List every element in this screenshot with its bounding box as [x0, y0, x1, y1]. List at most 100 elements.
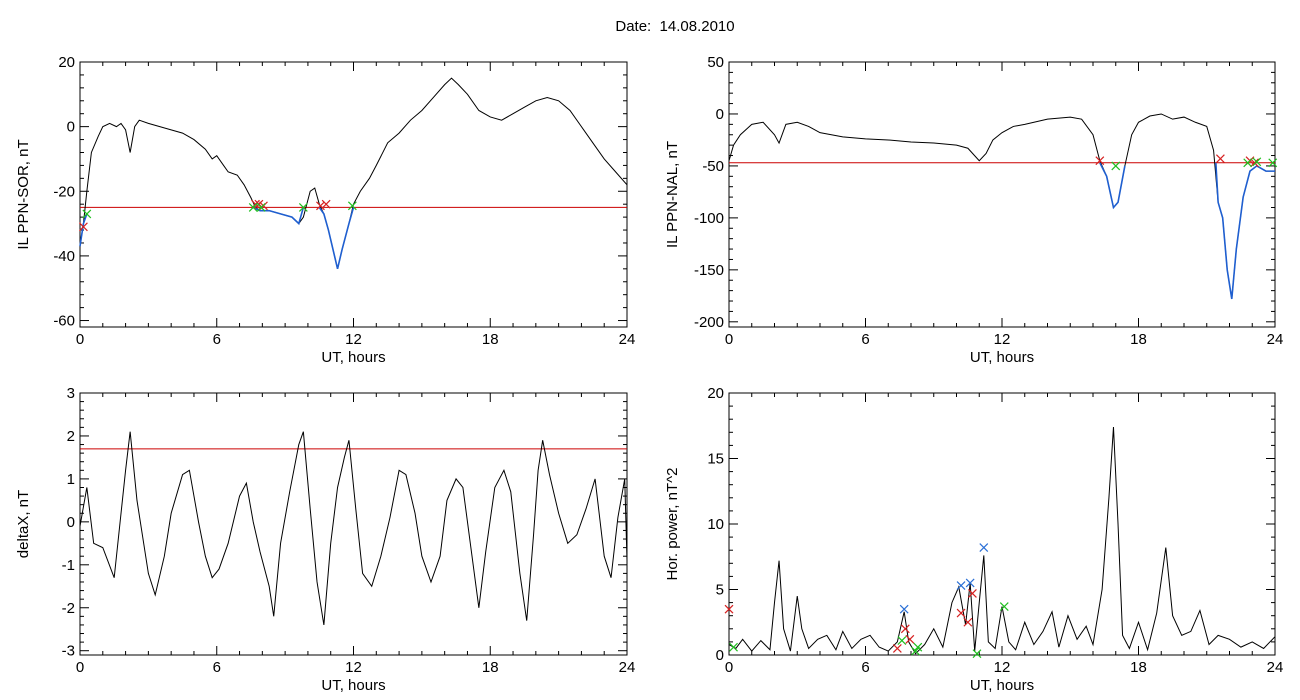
y-axis-label: Hor. power, nT^2	[664, 468, 681, 581]
x-tick-label: 0	[76, 659, 84, 676]
x-tick-label: 12	[345, 659, 362, 676]
marker-blue-stroke	[965, 578, 975, 588]
data-series-line	[728, 427, 1276, 655]
marker-green	[911, 646, 920, 656]
excursion-segment	[79, 213, 88, 247]
marker-red-stroke	[1250, 158, 1259, 168]
x-tick-label: 12	[994, 659, 1011, 676]
marker-green	[1111, 161, 1121, 171]
marker-red	[316, 201, 325, 211]
y-tick-label: -150	[694, 262, 724, 279]
marker-blue	[956, 581, 966, 590]
marker-green	[347, 201, 357, 211]
marker-blue	[965, 578, 975, 588]
marker-red	[1215, 154, 1225, 164]
marker-green-stroke	[911, 646, 920, 656]
marker-red-stroke	[963, 617, 973, 627]
panel-nal: 0 6 12 18 24 50 0 -50 -100 -150 -200 UT, hours IL PP…	[664, 54, 1283, 366]
y-tick-label: 3	[67, 385, 75, 402]
marker-red	[1250, 158, 1259, 168]
page-title: Date: 14.08.2010	[615, 18, 735, 35]
panel-power: 0 6 12 18 24 20 15 10 5 0 UT, hours Hor. power, nT^…	[664, 385, 1283, 694]
y-tick-label: 1	[67, 471, 75, 488]
marker-red	[78, 222, 88, 232]
excursion-segment	[1215, 162, 1275, 300]
panel-deltax: 0 6 12 18 24 3 2 1 0 -1 -2 -3 UT, hours deltaX, nT	[15, 385, 635, 694]
marker-red	[905, 634, 915, 644]
marker-red-stroke	[956, 608, 966, 618]
x-tick-label: 0	[725, 659, 733, 676]
x-tick-label: 24	[1267, 659, 1284, 676]
y-tick-label: 5	[716, 582, 724, 599]
marker-red-stroke	[968, 589, 977, 598]
x-tick-label: 24	[619, 659, 636, 676]
marker-red	[963, 617, 973, 627]
marker-blue	[899, 604, 909, 614]
y-tick-label: -1	[62, 557, 75, 574]
marker-red-stroke	[724, 604, 734, 614]
data-series-line	[728, 113, 1275, 300]
marker-blue	[979, 543, 989, 553]
excursion-segment	[252, 206, 305, 226]
marker-red-stroke	[1095, 156, 1105, 166]
y-tick-label: 15	[707, 451, 724, 468]
y-tick-label: 0	[716, 106, 724, 123]
y-tick-label: 10	[707, 516, 724, 533]
y-tick-label: -3	[62, 643, 75, 660]
marker-green-stroke	[999, 602, 1009, 611]
marker-green	[1243, 158, 1253, 168]
marker-green	[1268, 158, 1278, 168]
y-tick-label: -60	[53, 313, 75, 330]
plot-frame	[79, 392, 628, 656]
x-axis-label: UT, hours	[321, 677, 385, 694]
marker-green-stroke	[248, 203, 258, 212]
excursion-segment	[318, 206, 355, 270]
y-tick-label: 20	[707, 385, 724, 402]
marker-red-stroke	[900, 624, 910, 634]
marker-green	[972, 649, 982, 659]
x-tick-label: 18	[1130, 659, 1147, 676]
marker-red	[892, 644, 902, 653]
marker-green-stroke	[347, 201, 357, 211]
marker-green	[82, 209, 92, 219]
marker-green-stroke	[1268, 158, 1278, 168]
marker-blue-stroke	[979, 543, 989, 553]
y-tick-label: -50	[702, 158, 724, 175]
data-series-line	[79, 431, 628, 626]
marker-green	[729, 642, 738, 652]
marker-green	[256, 203, 266, 212]
marker-green-stroke	[1243, 158, 1253, 168]
marker-green	[897, 636, 907, 646]
y-tick-label: 0	[67, 514, 75, 531]
marker-green-stroke	[972, 649, 982, 659]
marker-red-stroke	[892, 644, 902, 653]
marker-red	[724, 604, 734, 614]
marker-blue-stroke	[956, 581, 966, 590]
y-tick-label: -100	[694, 210, 724, 227]
marker-green-stroke	[298, 203, 308, 212]
y-tick-label: 20	[58, 54, 75, 71]
x-tick-label: 0	[725, 331, 733, 348]
y-tick-label: 0	[716, 647, 724, 664]
x-tick-label: 18	[482, 331, 499, 348]
x-tick-label: 18	[1130, 331, 1147, 348]
marker-green-stroke	[913, 642, 923, 652]
x-axis-label: UT, hours	[321, 349, 385, 366]
panel-sor: 0 6 12 18 24 20 0 -20 -40 -60 UT, hours IL PPN-SOR,…	[15, 54, 635, 366]
marker-green	[298, 203, 308, 212]
plot-frame	[728, 61, 1276, 328]
y-tick-label: 2	[67, 428, 75, 445]
marker-red-stroke	[78, 222, 88, 232]
marker-red	[968, 589, 977, 598]
data-series-line	[79, 77, 628, 269]
marker-green-stroke	[897, 636, 907, 646]
marker-green	[248, 203, 258, 212]
marker-red-stroke	[905, 634, 915, 644]
marker-green-stroke	[1111, 161, 1121, 171]
x-tick-label: 24	[1267, 331, 1284, 348]
plot-frame	[79, 61, 628, 328]
marker-green-stroke	[1252, 157, 1262, 167]
plot-frame	[728, 392, 1276, 656]
marker-red-stroke	[1215, 154, 1225, 164]
x-tick-label: 6	[213, 331, 221, 348]
